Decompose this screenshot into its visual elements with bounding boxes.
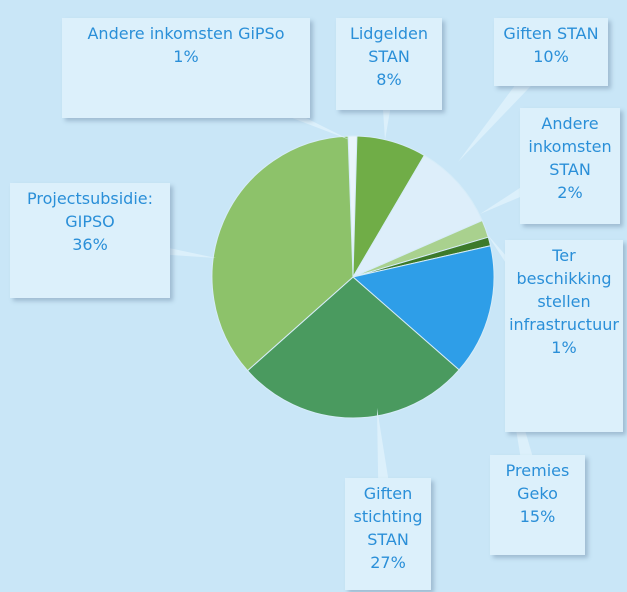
category-label: Ter beschikking stellen infrastructuur [509, 246, 619, 334]
value-label: 8% [376, 70, 402, 89]
callout-label: Ter beschikking stellen infrastructuur 1% [505, 240, 623, 432]
value-label: 27% [370, 553, 406, 572]
category-label: Projectsubsidie: GIPSO [27, 189, 153, 231]
value-label: 15% [519, 507, 556, 526]
category-label: Andere inkomsten STAN [528, 114, 612, 179]
category-label: Giften STAN [503, 24, 599, 43]
value-label: 2% [557, 183, 583, 202]
callout-label: Lidgelden STAN 8% [336, 18, 442, 110]
callout-label: Giften stichting STAN 27% [345, 478, 431, 590]
value-label: 36% [72, 235, 108, 254]
callout-label: Giften STAN 10% [494, 18, 608, 86]
pie-slice [351, 245, 495, 371]
category-label: Andere inkomsten GiPSo [87, 24, 285, 43]
pie-slice [351, 154, 483, 279]
category-label: Premies Geko [505, 461, 570, 503]
value-label: 1% [173, 47, 199, 66]
callout-label: Premies Geko 15% [490, 455, 585, 555]
category-label: Lidgelden STAN [349, 24, 429, 66]
callout-label: Andere inkomsten STAN 2% [520, 108, 620, 224]
callout-label: Projectsubsidie: GIPSO 36% [10, 183, 170, 298]
pie-slice [246, 276, 460, 419]
value-label: 1% [551, 338, 577, 357]
pie-slice [211, 135, 354, 372]
value-label: 10% [533, 47, 569, 66]
callout-label: Andere inkomsten GiPSo 1% [62, 18, 310, 118]
category-label: Giften stichting STAN [353, 484, 423, 549]
